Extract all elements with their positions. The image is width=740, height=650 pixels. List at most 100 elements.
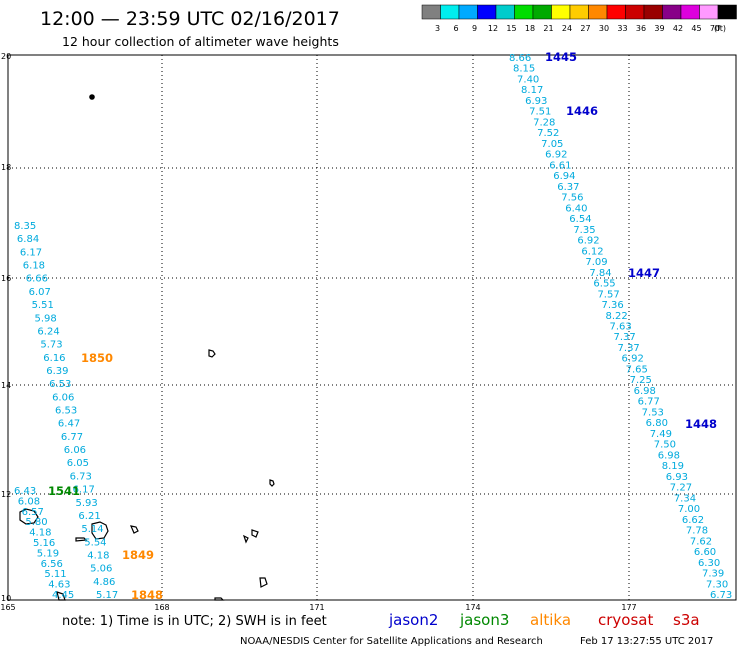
swh-value: 6.98 — [634, 386, 656, 397]
swh-value: 7.52 — [537, 128, 559, 139]
swh-value: 4.63 — [48, 580, 70, 591]
swh-value: 4.18 — [29, 528, 51, 539]
colorbar-swatch — [421, 4, 441, 20]
colorbar-swatch — [532, 4, 552, 20]
swh-value: 6.24 — [37, 326, 59, 337]
swh-value: 5.54 — [84, 537, 106, 548]
colorbar-swatch — [680, 4, 700, 20]
colorbar-label: 45 — [691, 24, 701, 33]
swh-value: 5.93 — [76, 498, 98, 509]
colorbar-label: 6 — [453, 24, 458, 33]
satellite-legend-entry: jason2 — [388, 611, 438, 629]
swh-value: 5.17 — [96, 590, 118, 601]
colorbar-label: 27 — [580, 24, 590, 33]
colorbar-swatch — [440, 4, 460, 20]
longitude-label: 168 — [154, 603, 169, 612]
swh-value: 7.05 — [541, 139, 563, 150]
swh-value: 6.66 — [26, 274, 48, 285]
swh-value: 5.16 — [33, 538, 55, 549]
track-east-values: 8.668.157.408.176.937.517.287.527.056.92… — [509, 53, 732, 601]
colorbar-swatch — [699, 4, 719, 20]
swh-value: 4.86 — [93, 577, 115, 588]
swh-value: 7.00 — [678, 504, 700, 515]
island-outline — [251, 529, 259, 538]
colorbar-label: 24 — [562, 24, 572, 33]
swh-value: 6.92 — [545, 150, 567, 161]
colorbar-swatch — [717, 4, 737, 20]
swh-value: 6.54 — [569, 214, 591, 225]
longitude-label: 177 — [621, 603, 636, 612]
satellite-legend: jason2 jason3 altika cryosat s3a — [388, 611, 700, 629]
footer-credit: NOAA/NESDIS Center for Satellite Applica… — [240, 636, 543, 647]
swh-value: 7.09 — [585, 257, 607, 268]
swh-value: 7.63 — [610, 322, 632, 333]
swh-value: 6.55 — [593, 279, 615, 290]
colorbar-swatch — [643, 4, 663, 20]
colorbar-label: 70 — [710, 24, 720, 33]
colorbar-label: 33 — [617, 24, 627, 33]
swh-value: 6.73 — [70, 471, 92, 482]
swh-value: 6.21 — [78, 511, 100, 522]
colorbar-legend: 3 6 9 12 15 18 21 24 27 30 33 36 39 42 45 70(ft) — [421, 4, 737, 33]
pass-time-label: 1447 — [628, 266, 660, 280]
swh-value: 6.57 — [22, 507, 44, 518]
swh-value: 6.17 — [20, 247, 42, 258]
swh-value: 6.17 — [73, 485, 95, 496]
swh-value: 7.56 — [561, 193, 583, 204]
swh-value: 6.80 — [646, 418, 668, 429]
pass-time-label: 1849 — [122, 548, 154, 562]
colorbar-label: (ft) — [714, 24, 726, 33]
swh-value: 5.19 — [37, 548, 59, 559]
swh-value: 6.39 — [46, 366, 68, 377]
swh-value: 6.08 — [18, 496, 40, 507]
swh-value: 7.34 — [674, 493, 696, 504]
swh-value: 7.28 — [533, 117, 555, 128]
swh-value: 7.84 — [589, 268, 611, 279]
map-subtitle: 12 hour collection of altimeter wave hei… — [62, 34, 339, 49]
longitude-label: 171 — [309, 603, 324, 612]
swh-value: 7.51 — [529, 107, 551, 118]
island-outline — [242, 534, 249, 544]
colorbar-swatch — [458, 4, 478, 20]
pass-time-label: 1541 — [48, 484, 80, 498]
island-outline — [129, 525, 139, 534]
island-outline — [91, 521, 109, 540]
map-frame — [7, 54, 737, 601]
colorbar-swatch — [606, 4, 626, 20]
swh-value: 5.11 — [44, 569, 66, 580]
colorbar-swatch — [551, 4, 571, 20]
swh-value: 5.80 — [25, 517, 47, 528]
longitude-label: 174 — [465, 603, 480, 612]
swh-value: 5.14 — [81, 524, 103, 535]
pass-time-labels: 1445 1446 1447 1448 1850 1849 1848 1541 — [48, 50, 717, 602]
latitude-label: 18 — [1, 163, 11, 172]
swh-value: 6.47 — [58, 419, 80, 430]
island-outline — [208, 349, 216, 358]
swh-value: 6.12 — [581, 246, 603, 257]
swh-value: 7.37 — [618, 343, 640, 354]
swh-value: 7.39 — [702, 569, 724, 580]
swh-value: 7.57 — [597, 289, 619, 300]
swh-value: 7.40 — [517, 74, 539, 85]
swh-value: 5.51 — [32, 300, 54, 311]
pass-time-label: 1850 — [81, 351, 113, 365]
colorbar-swatch — [569, 4, 589, 20]
swh-value: 6.53 — [55, 406, 77, 417]
colorbar-label: 3 — [435, 24, 440, 33]
swh-value: 6.62 — [682, 515, 704, 526]
island-outline — [56, 591, 66, 601]
swh-value: 5.06 — [90, 564, 112, 575]
swh-value: 6.30 — [698, 558, 720, 569]
swh-value: 6.06 — [64, 445, 86, 456]
swh-value: 6.07 — [29, 287, 51, 298]
satellite-legend-entry: s3a — [673, 611, 700, 629]
swh-value: 7.25 — [630, 375, 652, 386]
swh-value: 6.05 — [67, 458, 89, 469]
island-outline — [214, 597, 225, 601]
island-outline — [19, 508, 39, 525]
swh-value: 8.66 — [509, 53, 531, 64]
pass-time-label: 1848 — [131, 588, 163, 602]
swh-value: 4.45 — [52, 590, 74, 601]
colorbar-swatch — [588, 4, 608, 20]
swh-value: 4.18 — [87, 550, 109, 561]
